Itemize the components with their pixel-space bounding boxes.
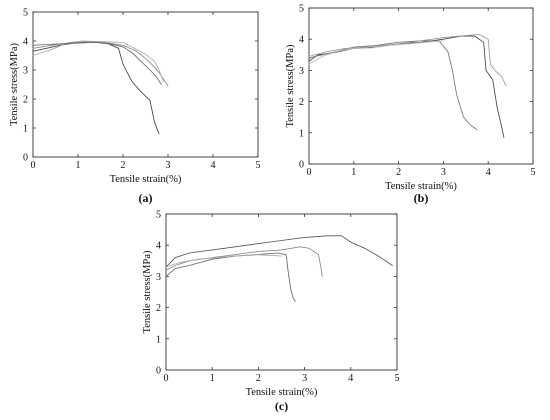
panel-b: 0 1 2 3 4 5 0 1 2 3 4 5 Tensile strain(%) Tensile str… bbox=[285, 4, 536, 206]
x-tick-label: 5 bbox=[256, 160, 261, 171]
stress-strain-curve-4 bbox=[308, 40, 444, 65]
y-tick-label: 5 bbox=[156, 210, 161, 221]
x-tick-label: 2 bbox=[121, 160, 126, 171]
x-tick-label: 0 bbox=[31, 160, 36, 171]
stress-strain-curve-4 bbox=[165, 254, 282, 268]
y-tick-label: 1 bbox=[23, 124, 28, 135]
y-tick-label: 3 bbox=[23, 66, 28, 77]
plot-frame bbox=[165, 213, 398, 371]
panel-label: (c) bbox=[275, 399, 288, 413]
stress-strain-curve-1 bbox=[165, 235, 393, 268]
panel-a: 0 1 2 3 4 5 0 1 2 3 4 5 Tensile strain(%) Tensile str… bbox=[9, 8, 261, 206]
y-tick-label: 2 bbox=[299, 97, 304, 108]
x-tick-label: 1 bbox=[76, 160, 81, 171]
y-tick-label: 2 bbox=[156, 303, 161, 314]
y-tick-label: 1 bbox=[299, 128, 304, 139]
x-tick-label: 3 bbox=[302, 373, 307, 384]
x-tick-label: 0 bbox=[307, 167, 312, 178]
x-tick-label: 1 bbox=[351, 167, 356, 178]
x-axis-label: Tensile strain(%) bbox=[385, 181, 457, 192]
x-tick-label: 1 bbox=[210, 373, 215, 384]
plot-frame bbox=[308, 7, 534, 165]
y-tick-label: 3 bbox=[299, 66, 304, 77]
y-axis-label: Tensile stress(MPa) bbox=[285, 44, 296, 127]
panel-label: (b) bbox=[414, 191, 429, 205]
y-axis-label: Tensile stress(MPa) bbox=[9, 43, 20, 126]
x-tick-label: 3 bbox=[441, 167, 446, 178]
y-tick-label: 2 bbox=[23, 95, 28, 106]
y-tick-label: 1 bbox=[156, 334, 161, 345]
y-tick-label: 4 bbox=[156, 241, 161, 252]
y-tick-label: 3 bbox=[156, 272, 161, 283]
y-tick-label: 5 bbox=[299, 4, 304, 15]
stress-strain-curve-2 bbox=[32, 41, 169, 87]
y-tick-label: 4 bbox=[23, 37, 28, 48]
x-tick-label: 2 bbox=[256, 373, 261, 384]
plot-frame bbox=[32, 11, 259, 158]
x-tick-label: 4 bbox=[348, 373, 353, 384]
panel-label: (a) bbox=[139, 191, 153, 205]
stress-strain-curve-4 bbox=[32, 41, 162, 85]
y-axis-label: Tensile stress(MPa) bbox=[142, 250, 153, 333]
stress-strain-curve-2 bbox=[165, 246, 323, 277]
x-tick-label: 5 bbox=[531, 167, 536, 178]
stress-strain-curve-3 bbox=[308, 34, 507, 87]
x-tick-label: 4 bbox=[211, 160, 216, 171]
panel-c: 0 1 2 3 4 5 0 1 2 3 4 5 Tensile strain(%) Tensile str… bbox=[142, 210, 400, 414]
y-tick-label: 0 bbox=[23, 153, 28, 164]
x-tick-label: 5 bbox=[395, 373, 400, 384]
y-tick-label: 4 bbox=[299, 35, 304, 46]
x-tick-label: 2 bbox=[396, 167, 401, 178]
x-axis-label: Tensile strain(%) bbox=[110, 174, 182, 185]
stress-strain-curve-2 bbox=[308, 40, 478, 131]
stress-strain-curve-3 bbox=[165, 252, 296, 302]
x-tick-label: 4 bbox=[486, 167, 491, 178]
x-tick-label: 3 bbox=[166, 160, 171, 171]
x-tick-label: 0 bbox=[164, 373, 169, 384]
x-axis-label: Tensile strain(%) bbox=[246, 387, 318, 398]
y-tick-label: 0 bbox=[156, 366, 161, 377]
stress-strain-curve-1 bbox=[32, 41, 160, 135]
y-tick-label: 0 bbox=[299, 160, 304, 171]
stress-strain-curve-3 bbox=[32, 40, 164, 83]
y-tick-label: 5 bbox=[23, 8, 28, 19]
